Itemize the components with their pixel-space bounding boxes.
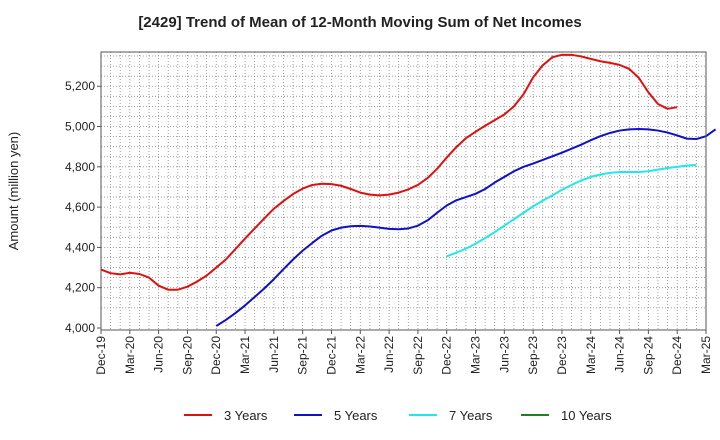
x-tick-label: Jun-22: [382, 336, 396, 373]
plot-frame: [100, 51, 707, 331]
legend-label: 7 Years: [449, 408, 493, 423]
chart-title: [2429] Trend of Mean of 12-Month Moving …: [138, 14, 582, 31]
x-tick-label: Mar-25: [699, 336, 713, 374]
x-tick-label: Jun-24: [613, 336, 627, 373]
y-tick-label: 4,400: [65, 240, 95, 254]
series-layer: [100, 53, 717, 327]
series-line-3-years: [100, 53, 678, 291]
series-line-5-years: [215, 127, 717, 327]
x-tick-label: Mar-20: [123, 336, 137, 374]
y-tick-label: 5,000: [65, 120, 95, 134]
x-tick-label: Jun-21: [267, 336, 281, 373]
x-tick-label: Sep-23: [526, 336, 540, 375]
x-tick-label: Dec-22: [440, 336, 454, 375]
x-tick-label: Dec-21: [324, 336, 338, 375]
x-tick-label: Mar-23: [469, 336, 483, 374]
y-tick-label: 5,200: [65, 79, 95, 93]
x-tick-label: Mar-21: [238, 336, 252, 374]
x-tick-label: Mar-24: [584, 336, 598, 374]
x-tick-label: Sep-21: [296, 336, 310, 375]
y-tick-label: 4,200: [65, 281, 95, 295]
x-tick-labels: Dec-19 Mar-20 Jun-20 Sep-20 Dec-20 Mar-21 Jun-…: [94, 330, 713, 375]
x-tick-label: Jun-23: [497, 336, 511, 373]
x-tick-label: Dec-19: [94, 336, 108, 375]
x-tick-label: Dec-24: [670, 336, 684, 375]
y-tick-labels: 4,000 4,200 4,400 4,600 4,800 5,000 5,200: [65, 79, 101, 335]
y-tick-label: 4,800: [65, 160, 95, 174]
y-axis-title: Amount (million yen): [6, 132, 21, 251]
y-tick-label: 4,000: [65, 321, 95, 335]
y-tick-label: 4,600: [65, 200, 95, 214]
x-tick-label: Sep-22: [411, 336, 425, 375]
x-tick-label: Jun-20: [152, 336, 166, 373]
x-tick-label: Sep-20: [180, 336, 194, 375]
legend: 3 Years 5 Years 7 Years 10 Years: [184, 408, 612, 423]
x-tick-label: Dec-20: [209, 336, 223, 375]
x-tick-label: Dec-23: [555, 336, 569, 375]
x-tick-label: Mar-22: [353, 336, 367, 374]
series-line-7-years: [446, 163, 697, 258]
legend-label: 5 Years: [334, 408, 378, 423]
x-tick-label: Sep-24: [641, 336, 655, 375]
legend-label: 10 Years: [561, 408, 612, 423]
legend-label: 3 Years: [224, 408, 268, 423]
grid-layer: [101, 52, 706, 330]
